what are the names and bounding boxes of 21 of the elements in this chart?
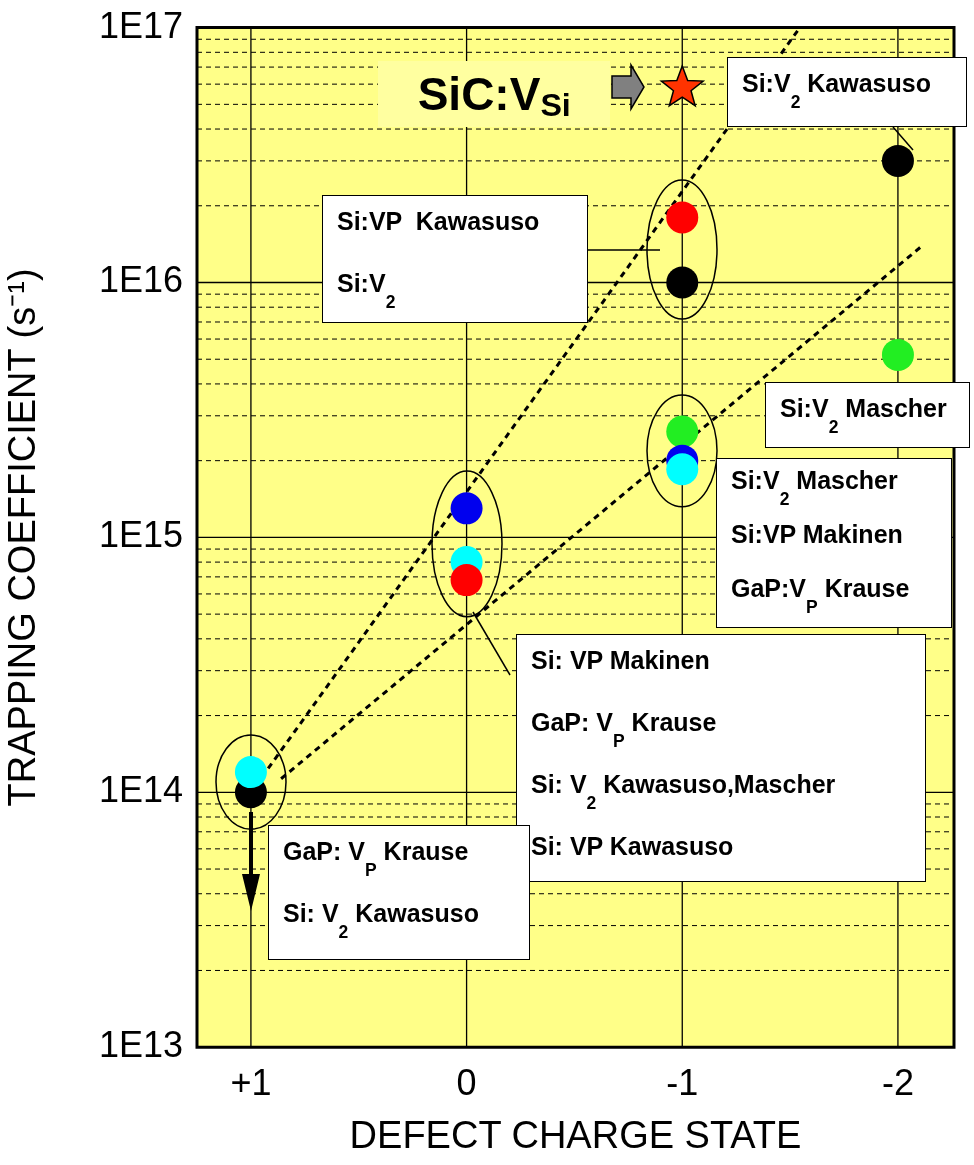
x-tick-label: +1 [230,1061,272,1103]
point [666,415,699,448]
point [450,564,483,597]
point [450,492,483,525]
x-tick-label: 0 [456,1061,477,1103]
point [881,338,914,371]
y-axis-title: TRAPPING COEFFICIENT (s⁻¹) [1,268,44,807]
label-box: SiC:V$_{Si}$ [378,60,611,127]
x-tick-label: -1 [666,1061,699,1103]
y-tick-label: 1E16 [98,259,183,301]
point [660,65,704,107]
point [666,453,699,486]
y-tick-label: 1E13 [98,1024,183,1066]
point [666,266,699,299]
x-tick-label: -2 [881,1061,914,1103]
point [666,201,699,234]
y-tick-label: 1E14 [98,769,183,811]
y-tick-label: 1E17 [98,4,183,46]
x-axis-title: DEFECT CHARGE STATE [349,1113,802,1156]
point [881,144,914,177]
y-tick-label: 1E15 [98,514,183,556]
